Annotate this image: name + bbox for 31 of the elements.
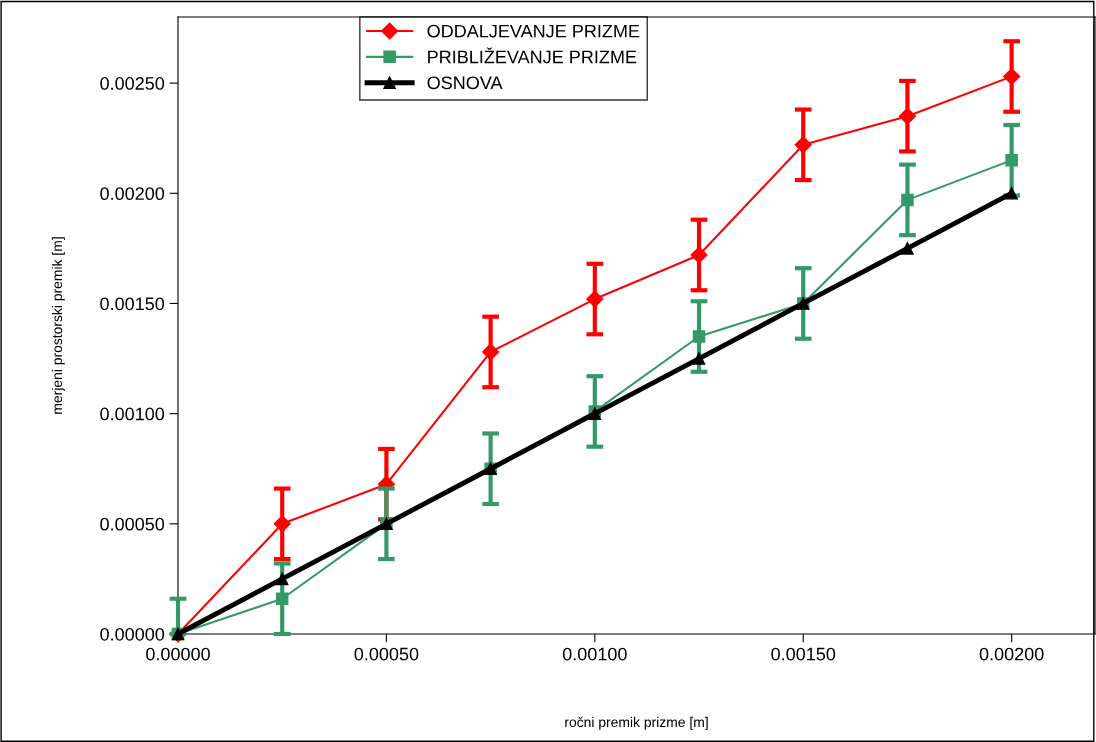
point: [273, 515, 291, 533]
legend-label: ODDALJEVANJE PRIZME: [427, 24, 640, 38]
legend-label: PRIBLIŽEVANJE PRIZME: [428, 47, 637, 64]
point: [1005, 187, 1018, 200]
point: [275, 572, 289, 586]
point: [692, 330, 706, 343]
point: [690, 246, 708, 264]
x-tick-label: 0.00200: [979, 647, 1044, 661]
y-tick-label: 0.00250: [100, 77, 165, 90]
y-tick-label: 0.00100: [100, 407, 165, 421]
point: [275, 592, 289, 605]
point: [586, 290, 604, 308]
y-axis-title: merjeni prostorski premik [m]: [51, 237, 65, 414]
x-tick-label: 0.00050: [354, 647, 419, 661]
point: [794, 136, 812, 154]
point: [692, 352, 706, 365]
point: [901, 193, 914, 207]
y-tick-label: 0.00000: [100, 627, 165, 641]
point: [482, 343, 500, 361]
x-tick-label: 0.00000: [146, 647, 210, 661]
y-tick-label: 0.00150: [100, 297, 165, 311]
point: [901, 242, 914, 255]
legend-label: OSNOVA: [427, 76, 503, 90]
point: [1003, 67, 1021, 86]
x-axis-title: ročni premik prizme [m]: [565, 716, 708, 730]
x-tick-label: 0.00100: [562, 647, 627, 661]
point: [1005, 153, 1018, 167]
x-tick-label: 0.00150: [771, 647, 836, 661]
y-tick-label: 0.00200: [100, 187, 165, 201]
y-tick-label: 0.00050: [100, 517, 165, 531]
point: [898, 107, 916, 125]
